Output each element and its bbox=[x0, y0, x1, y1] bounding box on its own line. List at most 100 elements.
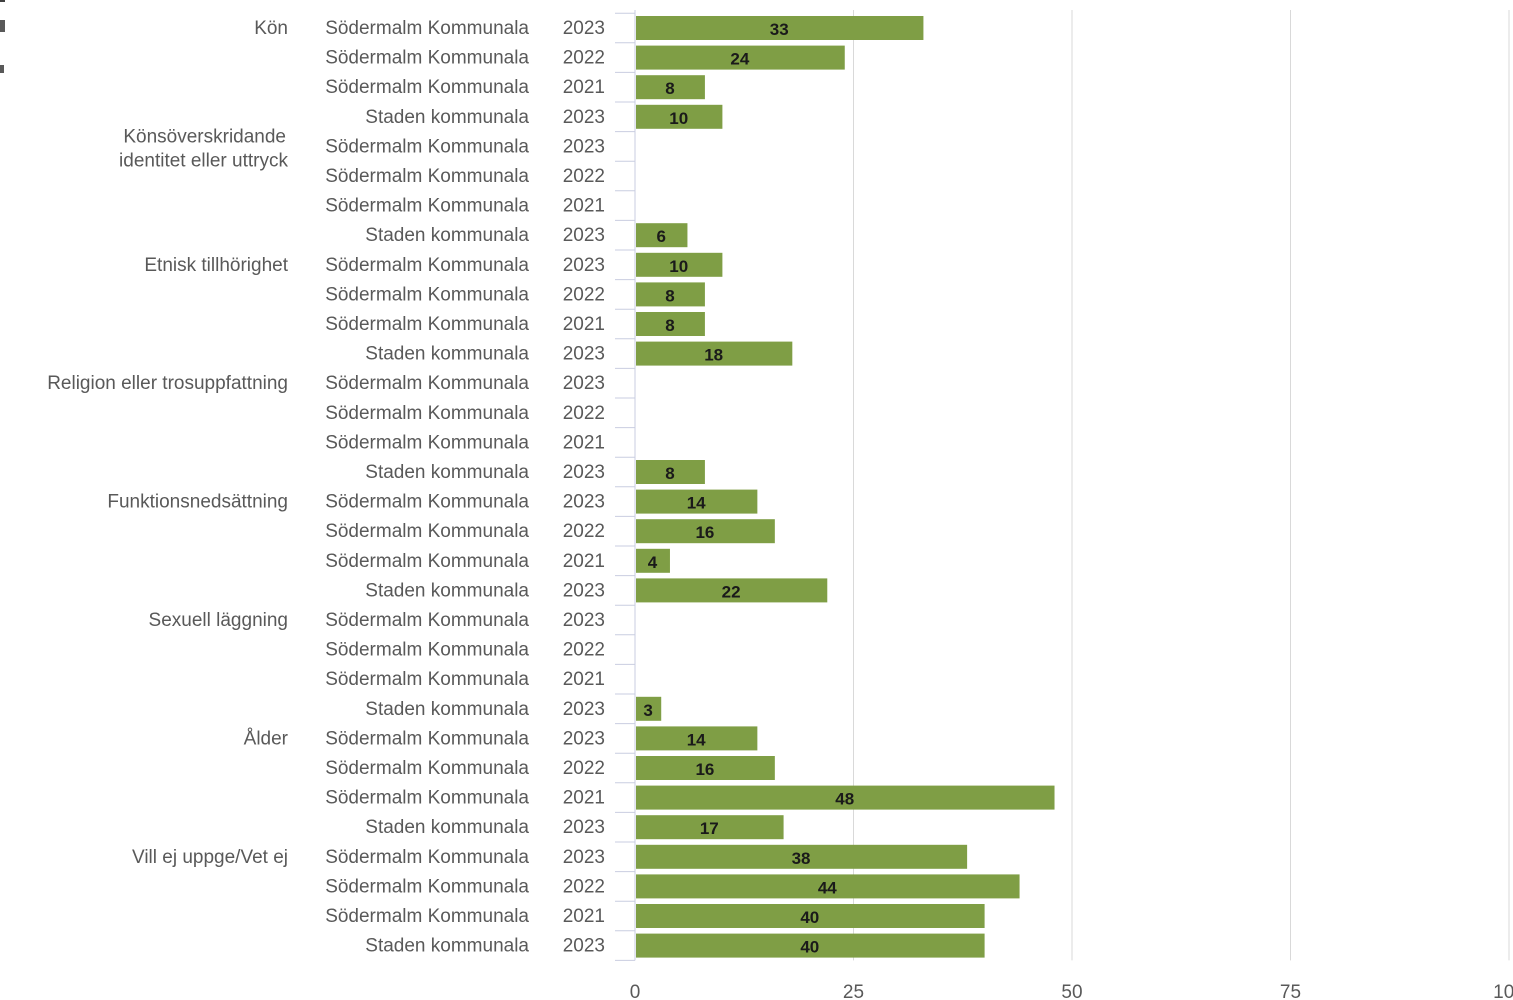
row-year-label: 2021 bbox=[563, 788, 605, 809]
row-org-label: Staden kommunala bbox=[365, 344, 529, 365]
bar-value-label: 22 bbox=[722, 582, 741, 601]
bar bbox=[636, 933, 985, 958]
bar-value-label: 3 bbox=[643, 701, 652, 720]
edge-fragment-mark bbox=[0, 65, 4, 73]
row-year-label: 2021 bbox=[563, 551, 605, 572]
x-axis-ticks: 0 25 50 75 100 bbox=[630, 982, 1513, 1000]
bar bbox=[636, 726, 758, 751]
row-org-label: Södermalm Kommunala bbox=[325, 758, 529, 779]
row-org-label: Södermalm Kommunala bbox=[325, 492, 529, 513]
bar-value-label: 8 bbox=[665, 79, 674, 98]
bar-value-label: 8 bbox=[665, 464, 674, 483]
row-year-label: 2022 bbox=[563, 521, 605, 542]
group-label: Könsöverskridande identitet eller uttryck bbox=[119, 126, 288, 171]
row-year-label: 2023 bbox=[563, 492, 605, 513]
group-label: Funktionsnedsättning bbox=[107, 492, 288, 513]
row-year-label: 2021 bbox=[563, 432, 605, 453]
row-org-label: Södermalm Kommunala bbox=[325, 136, 529, 157]
group-label: Ålder bbox=[244, 728, 289, 749]
bar bbox=[636, 519, 775, 544]
row-org-label: Södermalm Kommunala bbox=[325, 284, 529, 305]
bar-value-label: 8 bbox=[665, 316, 674, 335]
row-year-label: 2022 bbox=[563, 758, 605, 779]
x-tick-label: 0 bbox=[630, 982, 641, 1000]
row-org-label: Södermalm Kommunala bbox=[325, 788, 529, 809]
bar bbox=[636, 45, 845, 70]
row-org-label: Södermalm Kommunala bbox=[325, 255, 529, 276]
bar bbox=[636, 312, 705, 336]
bar-value-label: 8 bbox=[665, 286, 674, 305]
edge-fragment-mark bbox=[0, 0, 5, 2]
bar bbox=[636, 223, 688, 248]
bar bbox=[636, 282, 705, 307]
row-org-label: Södermalm Kommunala bbox=[325, 166, 529, 187]
bar bbox=[636, 489, 758, 514]
bar-value-label: 33 bbox=[770, 20, 789, 39]
row-org-label: Staden kommunala bbox=[365, 462, 529, 483]
row-org-label: Södermalm Kommunala bbox=[325, 847, 529, 868]
row-org-label: Södermalm Kommunala bbox=[325, 521, 529, 542]
row-year-label: 2023 bbox=[563, 462, 605, 483]
bar bbox=[636, 104, 723, 129]
bar bbox=[636, 844, 968, 869]
bar-value-label: 40 bbox=[800, 938, 819, 957]
group-label: Religion eller trosuppfattning bbox=[47, 373, 288, 394]
bar-value-label: 17 bbox=[700, 819, 719, 838]
row-org-label: Södermalm Kommunala bbox=[325, 77, 529, 98]
row-year-label: 2021 bbox=[563, 77, 605, 98]
bar-value-label: 10 bbox=[669, 257, 688, 276]
group-label: Etnisk tillhörighet bbox=[144, 255, 288, 276]
row-year-label: 2023 bbox=[563, 373, 605, 394]
row-year-label: 2023 bbox=[563, 136, 605, 157]
row-org-label: Staden kommunala bbox=[365, 817, 529, 838]
row-org-label: Södermalm Kommunala bbox=[325, 196, 529, 217]
row-org-label: Staden kommunala bbox=[365, 936, 529, 957]
bar-value-label: 48 bbox=[835, 790, 854, 809]
bar-value-label: 18 bbox=[704, 346, 723, 365]
row-org-label: Södermalm Kommunala bbox=[325, 551, 529, 572]
row-year-label: 2023 bbox=[563, 936, 605, 957]
bar bbox=[636, 785, 1055, 810]
row-year-label: 2023 bbox=[563, 817, 605, 838]
row-org-label: Södermalm Kommunala bbox=[325, 373, 529, 394]
row-org-label: Södermalm Kommunala bbox=[325, 640, 529, 661]
x-tick-label: 50 bbox=[1061, 982, 1082, 1000]
row-year-label: 2022 bbox=[563, 284, 605, 305]
bar-value-label: 38 bbox=[792, 849, 811, 868]
row-year-label: 2022 bbox=[563, 48, 605, 69]
row-year-label: 2021 bbox=[563, 196, 605, 217]
row-org-label: Södermalm Kommunala bbox=[325, 728, 529, 749]
row-year-label: 2023 bbox=[563, 610, 605, 631]
row-year-label: 2023 bbox=[563, 344, 605, 365]
row-org-label: Staden kommunala bbox=[365, 699, 529, 720]
bar bbox=[636, 578, 828, 603]
bar bbox=[636, 874, 1020, 899]
row-year-label: 2023 bbox=[563, 580, 605, 601]
row-org-label: Södermalm Kommunala bbox=[325, 48, 529, 69]
row-year-label: 2023 bbox=[563, 699, 605, 720]
row-year-label: 2022 bbox=[563, 166, 605, 187]
group-label-line: Könsöverskridande bbox=[123, 126, 286, 147]
row-year-label: 2023 bbox=[563, 728, 605, 749]
row-year-label: 2021 bbox=[563, 669, 605, 690]
bar bbox=[636, 16, 924, 40]
bar bbox=[636, 548, 670, 573]
row-year-label: 2022 bbox=[563, 640, 605, 661]
gridlines bbox=[853, 10, 1510, 961]
row-year-label: 2023 bbox=[563, 847, 605, 868]
group-label: Vill ej uppge/Vet ej bbox=[132, 847, 288, 868]
bar bbox=[636, 460, 705, 484]
bar-value-label: 14 bbox=[687, 494, 706, 513]
row-org-label: Södermalm Kommunala bbox=[325, 610, 529, 631]
row-org-label: Staden kommunala bbox=[365, 225, 529, 246]
bar-value-label: 14 bbox=[687, 730, 706, 749]
bar-value-label: 24 bbox=[730, 50, 749, 69]
bar bbox=[636, 696, 662, 721]
bar-value-label: 16 bbox=[695, 523, 714, 542]
x-tick-label: 25 bbox=[843, 982, 864, 1000]
row-year-label: 2022 bbox=[563, 403, 605, 424]
row-org-label: Södermalm Kommunala bbox=[325, 906, 529, 927]
bar-value-label: 16 bbox=[695, 760, 714, 779]
